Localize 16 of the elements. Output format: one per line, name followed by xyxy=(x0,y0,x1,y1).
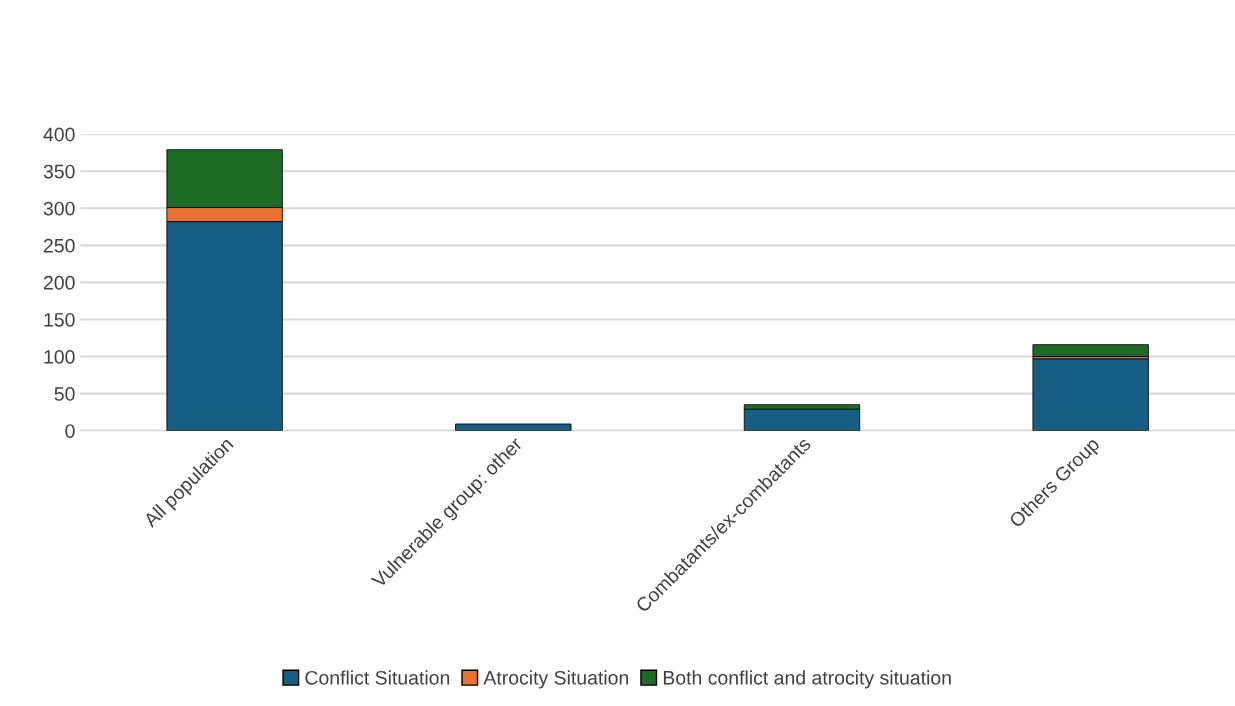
legend-label: Atrocity Situation xyxy=(483,670,629,689)
y-tick-label: 250 xyxy=(43,238,75,253)
y-tick-label: 400 xyxy=(43,127,75,142)
legend-label: Both conflict and atrocity situation xyxy=(663,670,951,689)
bar xyxy=(1032,358,1149,431)
y-tick-label: 150 xyxy=(44,312,75,327)
legend-label: Conflict Situation xyxy=(305,670,450,685)
y-tick-label: 350 xyxy=(43,164,75,179)
y-tick-label: 200 xyxy=(43,275,75,290)
bar xyxy=(1032,344,1149,357)
y-tick-label: 100 xyxy=(44,350,75,364)
bar xyxy=(455,423,572,431)
bar xyxy=(743,408,861,431)
y-tick-label: 50 xyxy=(54,387,75,401)
y-tick-label: 0 xyxy=(65,424,75,438)
y-tick-label: 300 xyxy=(43,201,75,216)
